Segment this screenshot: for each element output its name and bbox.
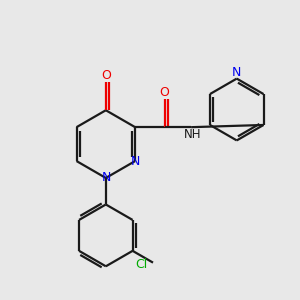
Text: N: N: [131, 154, 140, 167]
Text: O: O: [101, 69, 111, 82]
Text: O: O: [160, 86, 170, 99]
Text: N: N: [232, 66, 242, 79]
Text: Cl: Cl: [135, 258, 147, 271]
Text: NH: NH: [184, 128, 201, 141]
Text: N: N: [101, 172, 111, 184]
